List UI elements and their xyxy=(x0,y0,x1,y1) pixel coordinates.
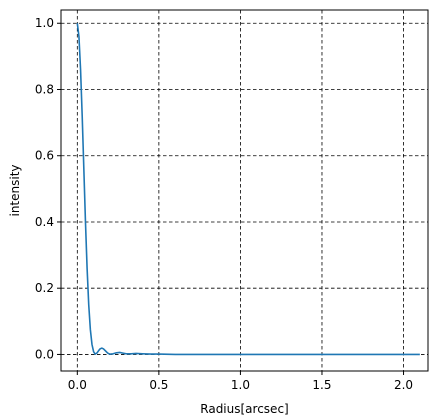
x-tick-label: 0.5 xyxy=(149,378,168,392)
y-tick-label: 1.0 xyxy=(35,16,54,30)
x-tick-label: 0.0 xyxy=(68,378,87,392)
series-line xyxy=(76,23,420,356)
x-tick-label: 1.5 xyxy=(312,378,331,392)
y-tick-label: 0.0 xyxy=(35,347,54,361)
x-axis-label: Radius[arcsec] xyxy=(200,402,288,416)
plot-frame xyxy=(60,9,429,372)
y-tick-label: 0.8 xyxy=(35,82,54,96)
y-tick-label: 0.4 xyxy=(35,215,54,229)
ticks-layer: 0.0 0.5 1.0 1.5 2.0 0.0 0.2 0.4 0.6 0.8 1.0 xyxy=(35,16,413,392)
y-tick-label: 0.2 xyxy=(35,281,54,295)
x-tick-label: 1.0 xyxy=(231,378,250,392)
series-layer xyxy=(76,23,420,356)
grid-layer xyxy=(61,10,428,371)
y-tick-label: 0.6 xyxy=(35,149,54,163)
x-tick-label: 2.0 xyxy=(394,378,413,392)
y-axis-label: intensity xyxy=(8,164,22,216)
